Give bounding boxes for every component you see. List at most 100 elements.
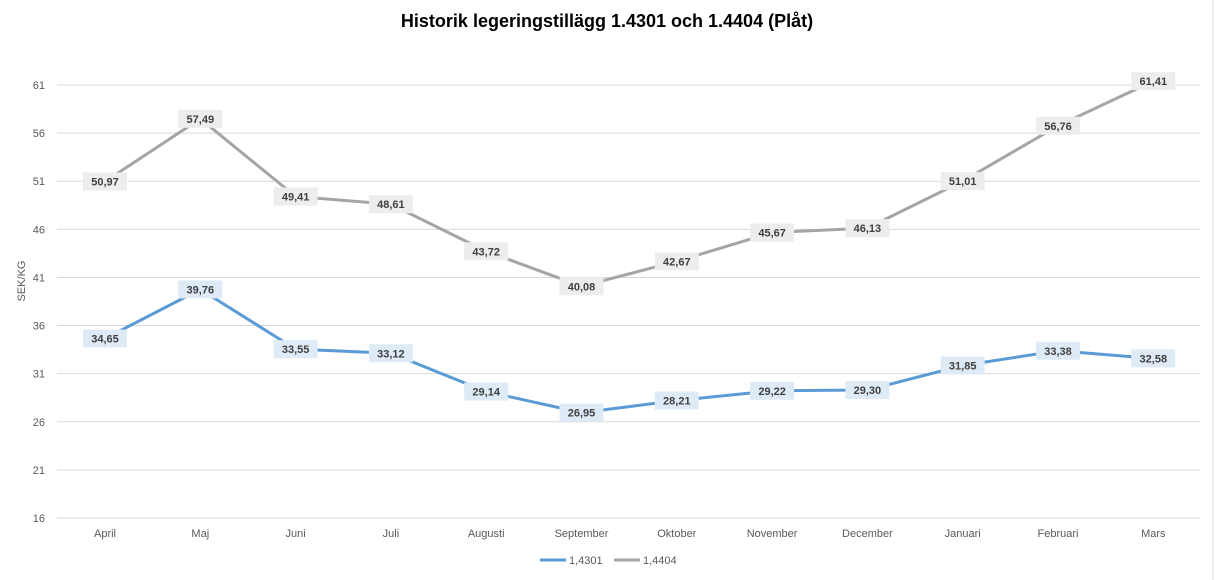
data-label-box: [464, 382, 509, 401]
y-tick-label: 41: [33, 272, 45, 284]
data-label: 42,67: [654, 252, 699, 271]
data-label-text: 51,01: [949, 176, 977, 188]
y-tick-label: 51: [33, 176, 45, 188]
data-label-box: [750, 223, 795, 242]
data-label-box: [1036, 341, 1080, 360]
data-label: 29,14: [464, 382, 509, 401]
data-label-text: 32,58: [1140, 353, 1168, 365]
data-label-text: 29,14: [472, 387, 500, 399]
data-label-box: [559, 277, 604, 296]
data-labels: 34,65 39,76 33,55 33,12 29,14 26,95 28,21 29,22…: [83, 72, 1176, 422]
data-label: 61,41: [1131, 72, 1176, 91]
x-tick-label: Maj: [191, 528, 209, 540]
data-label: 31,85: [940, 356, 985, 375]
data-label-box: [1036, 116, 1080, 135]
data-label-text: 42,67: [663, 256, 691, 268]
x-tick-label: September: [555, 528, 609, 540]
data-label-text: 29,22: [758, 386, 786, 398]
data-label: 43,72: [464, 242, 509, 261]
data-label-text: 61,41: [1140, 76, 1168, 88]
y-tick-label: 36: [33, 321, 45, 333]
x-tick-label: Oktober: [657, 528, 696, 540]
data-label-box: [83, 329, 127, 348]
data-label-box: [750, 381, 795, 400]
legend-label: 1,4404: [643, 555, 677, 567]
data-label-text: 31,85: [949, 360, 977, 372]
data-label-box: [1131, 72, 1176, 91]
data-label-box: [940, 356, 985, 375]
y-tick-label: 56: [33, 128, 45, 140]
y-tick-label: 46: [33, 224, 45, 236]
data-label-box: [845, 219, 890, 238]
data-label-text: 28,21: [663, 396, 691, 408]
data-label: 45,67: [750, 223, 795, 242]
data-label: 33,12: [368, 344, 413, 363]
legend-label: 1,4301: [569, 555, 603, 567]
data-label: 28,21: [654, 391, 699, 410]
data-label-text: 39,76: [187, 284, 215, 296]
data-label: 49,41: [273, 187, 318, 206]
data-label-box: [273, 340, 318, 359]
y-axis-label: SEK/KG: [16, 261, 28, 302]
data-label: 34,65: [83, 329, 127, 348]
y-tick-label: 31: [33, 369, 45, 381]
data-label-text: 34,65: [91, 334, 119, 346]
data-label: 32,58: [1131, 349, 1176, 368]
data-label: 50,97: [83, 172, 127, 191]
y-tick-label: 26: [33, 417, 45, 429]
data-label: 26,95: [559, 403, 604, 422]
data-label-box: [464, 242, 509, 261]
data-label: 56,76: [1036, 116, 1080, 135]
data-label-text: 33,38: [1044, 346, 1072, 358]
data-label-text: 50,97: [91, 177, 119, 189]
x-tick-label: Januari: [945, 528, 981, 540]
data-label-text: 33,55: [282, 344, 310, 356]
data-label-text: 40,08: [568, 281, 596, 293]
data-label-text: 56,76: [1044, 121, 1072, 133]
data-label-text: 33,12: [377, 348, 405, 360]
y-axis-ticks: 16 21 26 31 36 41 46 51 56 61: [33, 80, 45, 525]
data-label-text: 46,13: [854, 223, 882, 235]
data-label-box: [654, 391, 699, 410]
data-label-box: [83, 172, 127, 191]
x-tick-label: Augusti: [468, 528, 505, 540]
data-label-text: 57,49: [187, 114, 215, 126]
chart-title: Historik legeringstillägg 1.4301 och 1.4…: [401, 11, 813, 31]
data-label: 57,49: [178, 109, 223, 128]
data-label: 40,08: [559, 277, 604, 296]
data-label-text: 43,72: [472, 246, 500, 258]
data-label-box: [273, 187, 318, 206]
data-label: 29,22: [750, 381, 795, 400]
data-label-box: [1131, 349, 1176, 368]
data-label-box: [559, 403, 604, 422]
x-tick-label: April: [94, 528, 116, 540]
x-tick-label: Juni: [286, 528, 306, 540]
series-lines: [103, 79, 1155, 415]
data-label-text: 45,67: [758, 228, 786, 240]
data-label: 39,76: [178, 280, 223, 299]
data-label-box: [178, 109, 223, 128]
data-label-box: [940, 172, 985, 191]
legend: 1,4301 1,4404: [540, 555, 677, 567]
gridlines: [57, 84, 1200, 519]
x-tick-label: Februari: [1038, 528, 1079, 540]
data-label: 51,01: [940, 172, 985, 191]
data-label: 29,30: [845, 381, 890, 400]
data-label-text: 29,30: [854, 385, 882, 397]
y-tick-label: 16: [33, 513, 45, 525]
data-label: 48,61: [368, 195, 413, 214]
data-label-box: [654, 252, 699, 271]
y-tick-label: 61: [33, 80, 45, 92]
data-label-box: [178, 280, 223, 299]
series-line: [103, 79, 1155, 288]
data-label: 33,55: [273, 340, 318, 359]
data-label-box: [845, 381, 890, 400]
data-label: 46,13: [845, 219, 890, 238]
data-label: 33,38: [1036, 341, 1080, 360]
data-label-box: [368, 344, 413, 363]
x-tick-label: Juli: [383, 528, 400, 540]
x-tick-label: December: [842, 528, 893, 540]
x-axis-ticks: April Maj Juni Juli Augusti September Oktober N…: [94, 528, 1166, 540]
y-tick-label: 21: [33, 465, 45, 477]
